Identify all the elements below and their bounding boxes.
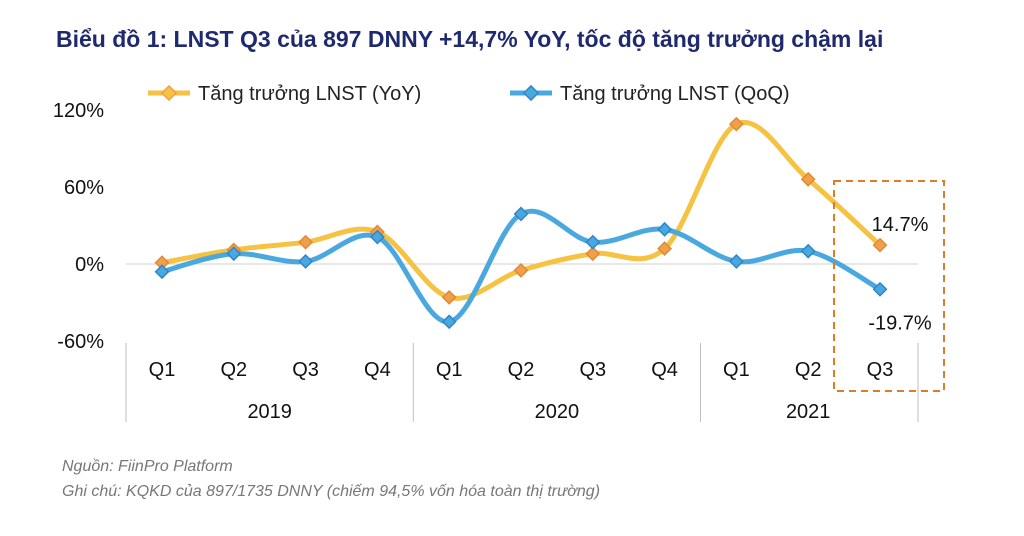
x-tick-label: Q3 xyxy=(292,359,319,381)
data-point-qoq xyxy=(872,281,888,297)
x-group-label: 2019 xyxy=(247,401,292,423)
x-tick-label: Q3 xyxy=(867,359,894,381)
legend: Tăng trưởng LNST (YoY) Tăng trưởng LNST … xyxy=(148,83,790,105)
data-label: 14.7% xyxy=(872,214,929,236)
x-group-label: 2021 xyxy=(786,401,831,423)
data-point-yoy xyxy=(298,234,314,250)
data-point-yoy xyxy=(800,171,816,187)
x-tick-label: Q2 xyxy=(795,359,822,381)
x-tick-label: Q4 xyxy=(364,359,391,381)
data-point-qoq xyxy=(728,254,744,269)
data-label: -19.7% xyxy=(868,312,932,334)
x-tick-label: Q3 xyxy=(579,359,606,381)
x-tick-label: Q2 xyxy=(508,359,535,381)
highlight-box xyxy=(833,180,945,392)
data-point-yoy xyxy=(154,255,170,271)
legend-item-qoq: Tăng trưởng LNST (QoQ) xyxy=(510,83,790,105)
data-point-qoq xyxy=(800,243,816,259)
y-tick-label: 120% xyxy=(53,100,104,122)
x-tick-label: Q1 xyxy=(723,359,750,381)
legend-label-yoy: Tăng trưởng LNST (YoY) xyxy=(198,83,421,105)
data-point-qoq xyxy=(585,234,601,250)
data-point-yoy xyxy=(513,262,529,278)
data-point-qoq xyxy=(441,314,457,330)
x-tick-label: Q1 xyxy=(436,359,463,381)
footnote: Ghi chú: KQKD của 897/1735 DNNY (chiếm 9… xyxy=(62,483,601,500)
legend-label-qoq: Tăng trưởng LNST (QoQ) xyxy=(560,83,790,105)
y-tick-label: 0% xyxy=(75,254,104,276)
y-tick-label: -60% xyxy=(57,331,104,353)
data-point-qoq xyxy=(513,206,529,222)
legend-item-yoy: Tăng trưởng LNST (YoY) xyxy=(148,83,421,105)
x-tick-label: Q1 xyxy=(149,359,176,381)
data-point-qoq xyxy=(154,264,170,280)
data-point-qoq xyxy=(657,221,673,237)
chart-title: Biểu đồ 1: LNST Q3 của 897 DNNY +14,7% Y… xyxy=(56,26,884,52)
data-point-yoy xyxy=(585,246,601,262)
data-point-qoq xyxy=(369,229,385,245)
x-tick-label: Q4 xyxy=(651,359,678,381)
x-axis: 2019 2020 2021 Q1 Q2 Q3 Q4 Q1 Q2 Q3 Q4 Q1 Q2 Q3 xyxy=(125,343,919,423)
data-point-qoq xyxy=(226,246,242,262)
data-point-qoq xyxy=(298,254,314,269)
data-point-yoy xyxy=(728,116,744,132)
x-group-label: 2020 xyxy=(535,401,580,423)
x-tick-label: Q2 xyxy=(220,359,247,381)
data-point-yoy xyxy=(872,237,888,253)
y-axis: 120% 60% 0% -60% xyxy=(53,100,918,353)
series-markers xyxy=(154,116,888,330)
data-point-yoy xyxy=(441,289,457,305)
source-note: Nguồn: FiinPro Platform xyxy=(62,458,233,475)
series-lines xyxy=(159,119,883,325)
data-point-yoy xyxy=(657,241,673,257)
series-line-yoy xyxy=(159,119,883,301)
y-tick-label: 60% xyxy=(64,177,104,199)
data-labels: 14.7% -19.7% xyxy=(868,214,932,334)
